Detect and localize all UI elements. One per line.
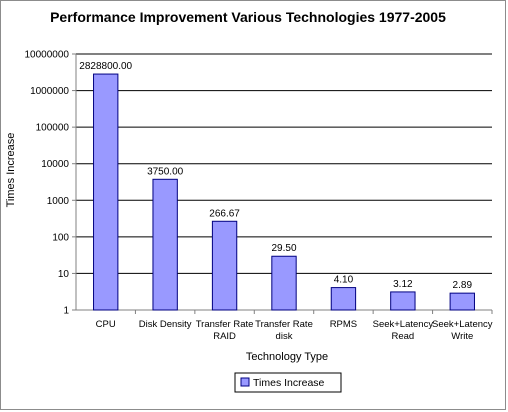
- data-label: 2828800.00: [79, 61, 132, 72]
- x-tick-label: Seek+Latency Write: [432, 319, 493, 342]
- x-tick-label: Disk Density: [139, 319, 192, 330]
- x-tick-label: CPU: [96, 319, 116, 330]
- x-axis-title: Technology Type: [246, 351, 328, 363]
- x-tick-label: Transfer Rate RAID: [196, 319, 254, 342]
- y-tick-label: 10000000: [25, 50, 70, 61]
- legend-box: [234, 372, 342, 393]
- y-tick-label: 1000: [47, 196, 70, 207]
- y-tick-label: 100000: [36, 123, 70, 134]
- bar: [390, 291, 416, 311]
- x-tick-label: Seek+Latency Read: [373, 319, 434, 342]
- x-tick-label: RPMS: [330, 319, 357, 330]
- bar: [330, 287, 357, 311]
- bar: [211, 220, 238, 311]
- data-label: 29.50: [271, 243, 296, 254]
- y-tick-label: 100: [52, 232, 69, 243]
- legend-swatch: [240, 377, 250, 387]
- chart-title: Performance Improvement Various Technolo…: [50, 9, 446, 25]
- y-tick-label: 1000000: [30, 86, 69, 97]
- legend-label: Times Increase: [253, 377, 325, 389]
- y-tick-label: 1: [63, 306, 69, 317]
- data-label: 4.10: [334, 275, 354, 286]
- y-tick-label: 10: [58, 269, 70, 280]
- data-label: 3750.00: [147, 166, 184, 177]
- plot-layer: 1 10 100 1000 10000 100000 1000000 10000000 2828…: [25, 50, 493, 343]
- data-label: 3.12: [393, 279, 413, 290]
- bar: [152, 178, 178, 311]
- bar: [93, 73, 119, 311]
- y-tick-label: 10000: [41, 159, 69, 170]
- x-tick-label: Transfer Rate disk: [255, 319, 313, 342]
- y-axis-title: Times Increase: [5, 133, 17, 208]
- data-label: 266.67: [209, 208, 240, 219]
- bar: [449, 292, 475, 311]
- data-label: 2.89: [453, 280, 473, 291]
- legend: Times Increase: [234, 372, 342, 393]
- bar: [271, 255, 297, 311]
